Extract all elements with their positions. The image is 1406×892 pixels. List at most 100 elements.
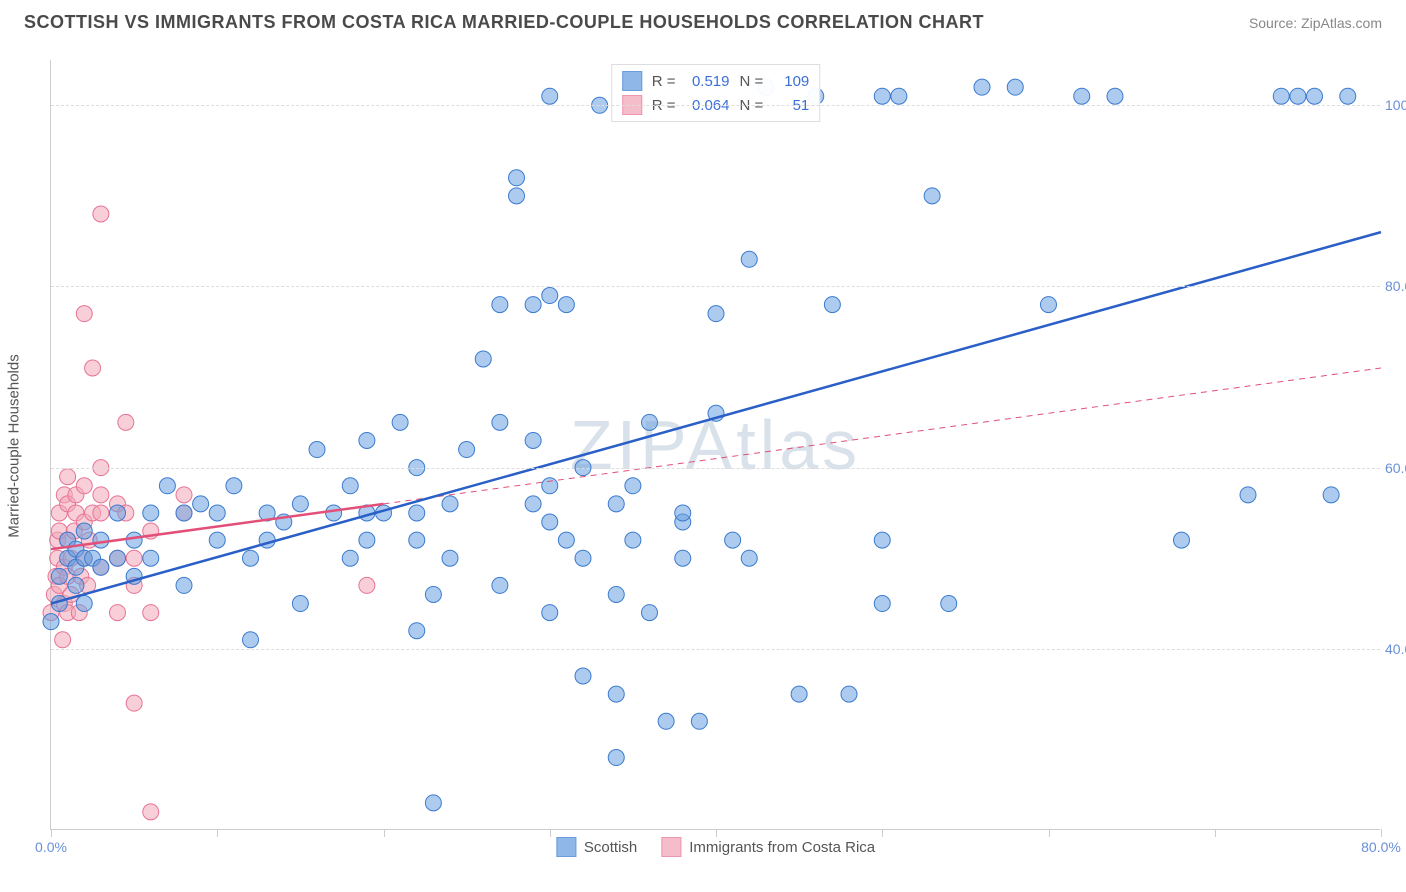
- scatter-point: [525, 496, 541, 512]
- scatter-point: [575, 668, 591, 684]
- scatter-point: [110, 550, 126, 566]
- scatter-point: [525, 432, 541, 448]
- scatter-point: [824, 297, 840, 313]
- scatter-point: [1273, 88, 1289, 104]
- scatter-point: [76, 596, 92, 612]
- scatter-point: [642, 605, 658, 621]
- scatter-point: [874, 596, 890, 612]
- scatter-point: [143, 804, 159, 820]
- scatter-point: [409, 505, 425, 521]
- scatter-point: [176, 505, 192, 521]
- x-tick: [384, 829, 385, 837]
- scatter-point: [1074, 88, 1090, 104]
- scatter-point: [675, 550, 691, 566]
- series-legend-scottish: Scottish: [556, 837, 637, 857]
- x-tick: [716, 829, 717, 837]
- scatter-point: [76, 523, 92, 539]
- scatter-point: [492, 577, 508, 593]
- scatter-point: [442, 496, 458, 512]
- scatter-point: [791, 686, 807, 702]
- scatter-point: [1041, 297, 1057, 313]
- scatter-point: [226, 478, 242, 494]
- scatter-point: [509, 188, 525, 204]
- scatter-point: [608, 496, 624, 512]
- scatter-point: [459, 442, 475, 458]
- scatter-point: [625, 478, 641, 494]
- scatter-point: [85, 360, 101, 376]
- scatter-point: [542, 288, 558, 304]
- scatter-point: [359, 432, 375, 448]
- scatter-point: [1007, 79, 1023, 95]
- scatter-point: [51, 568, 67, 584]
- x-tick: [217, 829, 218, 837]
- gridline-h: [51, 105, 1380, 106]
- scatter-point: [126, 695, 142, 711]
- x-tick: [882, 829, 883, 837]
- series-legend: Scottish Immigrants from Costa Rica: [556, 837, 875, 857]
- scatter-point: [76, 306, 92, 322]
- scatter-point: [309, 442, 325, 458]
- gridline-h: [51, 286, 1380, 287]
- series-label-scottish: Scottish: [584, 839, 637, 856]
- scatter-point: [1340, 88, 1356, 104]
- scatter-point: [1290, 88, 1306, 104]
- scatter-point: [675, 505, 691, 521]
- x-tick: [1049, 829, 1050, 837]
- scatter-point: [60, 469, 76, 485]
- scatter-point: [625, 532, 641, 548]
- scatter-point: [342, 478, 358, 494]
- scatter-point: [941, 596, 957, 612]
- scatter-point: [741, 251, 757, 267]
- scatter-point: [359, 532, 375, 548]
- scatter-point: [741, 550, 757, 566]
- scatter-point: [126, 532, 142, 548]
- scatter-point: [126, 550, 142, 566]
- scatter-point: [974, 79, 990, 95]
- swatch-scottish: [622, 71, 642, 91]
- plot-area: ZIPAtlas R = 0.519 N = 109 R = 0.064 N =…: [50, 60, 1380, 830]
- scatter-point: [93, 206, 109, 222]
- scatter-point: [425, 586, 441, 602]
- scatter-point: [243, 550, 259, 566]
- scatter-point: [118, 414, 134, 430]
- scatter-point: [608, 586, 624, 602]
- scatter-point: [409, 623, 425, 639]
- scatter-point: [691, 713, 707, 729]
- scatter-point: [542, 478, 558, 494]
- x-tick: [550, 829, 551, 837]
- scatter-point: [110, 505, 126, 521]
- scatter-point: [542, 514, 558, 530]
- scatter-point: [442, 550, 458, 566]
- scatter-point: [924, 188, 940, 204]
- scatter-point: [209, 505, 225, 521]
- scatter-point: [1307, 88, 1323, 104]
- scatter-point: [93, 505, 109, 521]
- chart-title: SCOTTISH VS IMMIGRANTS FROM COSTA RICA M…: [24, 12, 984, 33]
- scatter-point: [359, 577, 375, 593]
- scatter-point: [558, 532, 574, 548]
- chart-svg: [51, 60, 1380, 829]
- scatter-point: [55, 632, 71, 648]
- scatter-point: [209, 532, 225, 548]
- y-axis-label: Married-couple Households: [6, 354, 23, 537]
- scatter-point: [608, 686, 624, 702]
- x-tick: [51, 829, 52, 837]
- scatter-point: [392, 414, 408, 430]
- x-tick: [1215, 829, 1216, 837]
- scatter-point: [658, 713, 674, 729]
- scatter-point: [425, 795, 441, 811]
- stat-legend: R = 0.519 N = 109 R = 0.064 N = 51: [611, 64, 821, 122]
- scatter-point: [509, 170, 525, 186]
- scatter-point: [143, 605, 159, 621]
- scatter-point: [93, 532, 109, 548]
- swatch-costa-rica-2: [661, 837, 681, 857]
- scatter-point: [143, 550, 159, 566]
- scatter-point: [874, 532, 890, 548]
- scatter-point: [243, 632, 259, 648]
- scatter-point: [110, 605, 126, 621]
- y-tick-label: 40.0%: [1385, 641, 1406, 657]
- scatter-point: [193, 496, 209, 512]
- scatter-point: [874, 88, 890, 104]
- scatter-point: [525, 297, 541, 313]
- scatter-point: [292, 496, 308, 512]
